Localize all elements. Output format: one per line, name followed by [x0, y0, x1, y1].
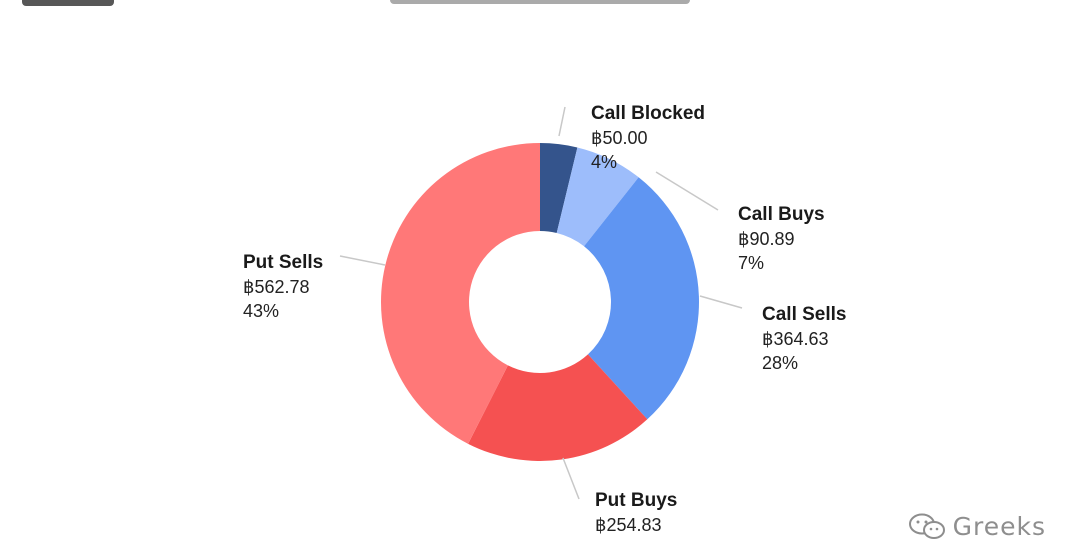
logo-fragment [22, 0, 114, 6]
slice-call-sells [584, 177, 699, 420]
watermark-text: Greeks [952, 511, 1046, 541]
label-name-call-sells: Call Sells [762, 304, 847, 325]
label-value-call-sells: ฿364.63 [762, 329, 829, 349]
leader-line-call-blocked [558, 106, 566, 137]
leader-line-put-sells [339, 255, 386, 266]
label-percent-put-sells: 43% [243, 301, 279, 321]
wechat-icon [908, 513, 945, 539]
leader-line-call-buys [655, 171, 719, 211]
slice-call-blocked [540, 143, 578, 233]
label-value-call-blocked: ฿50.00 [591, 128, 648, 148]
slice-put-buys [468, 354, 648, 461]
label-name-call-buys: Call Buys [738, 204, 825, 225]
label-percent-call-sells: 28% [762, 353, 798, 373]
leaders-layer [339, 106, 743, 500]
labels-layer: Call Blocked ฿50.00 4% Call Buys ฿90.89 7% Cal… [243, 103, 847, 535]
watermark: Greeks [907, 511, 1046, 541]
label-percent-call-blocked: 4% [591, 152, 617, 172]
label-name-put-buys: Put Buys [595, 490, 677, 511]
label-name-put-sells: Put Sells [243, 252, 323, 273]
slice-put-sells [381, 143, 540, 444]
leader-line-put-buys [562, 457, 580, 500]
label-value-put-buys: ฿254.83 [595, 515, 662, 535]
leader-line-call-sells [699, 295, 743, 309]
slices-layer [381, 143, 699, 461]
slice-call-buys [556, 147, 639, 247]
label-value-call-buys: ฿90.89 [738, 229, 795, 249]
label-value-put-sells: ฿562.78 [243, 277, 310, 297]
title-fragment [390, 0, 690, 4]
label-name-call-blocked: Call Blocked [591, 103, 705, 124]
label-percent-call-buys: 7% [738, 253, 764, 273]
